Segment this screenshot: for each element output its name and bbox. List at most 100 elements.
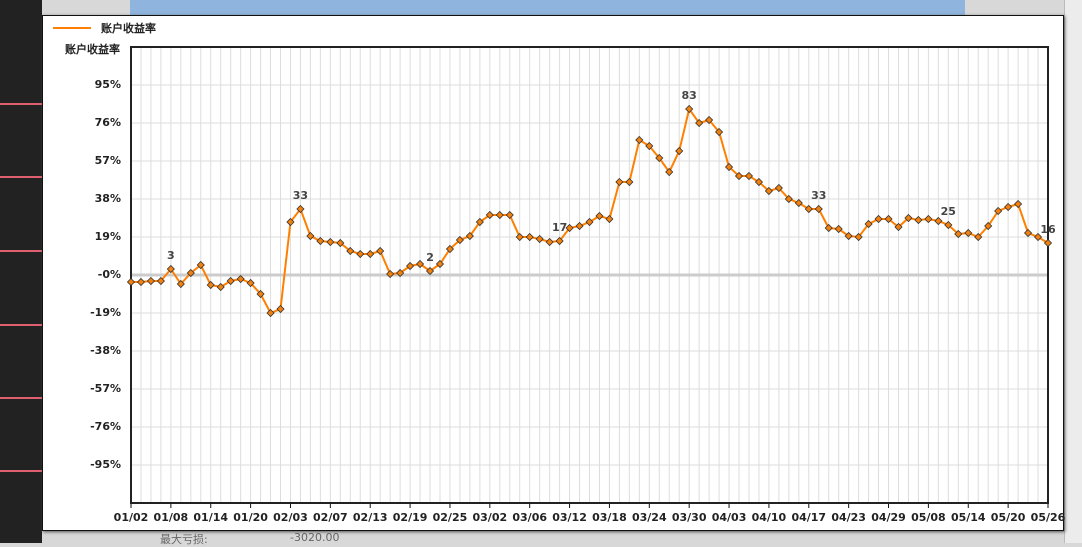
data-label: 2: [426, 251, 434, 264]
y-tick-label: 57%: [95, 154, 121, 167]
data-point: [864, 219, 873, 229]
x-tick-label: 02/25: [433, 511, 468, 524]
x-tick-label: 03/24: [632, 511, 667, 524]
data-point: [964, 228, 973, 238]
data-point: [515, 232, 524, 242]
data-point: [326, 237, 335, 247]
data-point: [615, 177, 624, 187]
data-label: 16: [1040, 223, 1056, 236]
x-tick-label: 01/08: [154, 511, 189, 524]
data-point: [246, 278, 255, 288]
data-point: [645, 141, 654, 151]
x-tick-label: 05/20: [991, 511, 1026, 524]
data-point: [974, 232, 983, 242]
data-point: [1004, 202, 1013, 212]
data-point: [525, 232, 534, 242]
data-point: [685, 104, 694, 114]
data-point: [695, 118, 704, 128]
data-point: [316, 236, 325, 246]
data-point: [505, 210, 514, 220]
data-point: [475, 217, 484, 227]
data-point: [984, 221, 993, 231]
data-point: [764, 186, 773, 196]
data-point: [535, 234, 544, 244]
data-point: [625, 177, 634, 187]
data-label: 25: [941, 205, 956, 218]
x-tick-label: 04/17: [791, 511, 826, 524]
data-point: [1024, 228, 1033, 238]
data-point: [924, 214, 933, 224]
scrollbar: [1064, 0, 1082, 543]
data-point: [744, 171, 754, 181]
data-point: [854, 232, 863, 242]
data-point: [635, 135, 644, 145]
deco-line: [0, 324, 42, 326]
data-point: [166, 264, 175, 274]
data-point: [914, 215, 923, 225]
data-point: [585, 217, 594, 227]
data-point: [575, 221, 584, 231]
x-tick-label: 03/30: [672, 511, 707, 524]
x-tick-label: 04/29: [871, 511, 906, 524]
x-tick-label: 03/18: [592, 511, 627, 524]
data-point: [146, 276, 156, 286]
data-point: [754, 177, 764, 187]
plot-border: [130, 46, 1049, 504]
data-point: [126, 277, 136, 287]
legend-label: 账户收益率: [101, 21, 156, 35]
data-point: [266, 308, 275, 318]
data-point: [884, 214, 893, 224]
data-point: [904, 213, 913, 223]
data-point: [256, 289, 265, 299]
data-point: [495, 210, 504, 220]
data-point: [824, 223, 833, 233]
data-point: [286, 217, 295, 227]
data-point: [774, 183, 783, 193]
data-point: [1043, 238, 1053, 248]
data-point: [376, 246, 385, 256]
data-point: [346, 246, 355, 256]
x-tick-label: 03/02: [473, 511, 508, 524]
data-point: [834, 224, 843, 234]
data-point: [226, 276, 235, 286]
data-point: [874, 214, 883, 224]
data-point: [296, 204, 305, 214]
y-tick-label: -95%: [90, 458, 121, 471]
deco-line: [0, 176, 42, 178]
x-tick-label: 05/08: [911, 511, 946, 524]
data-point: [894, 222, 903, 232]
deco-line: [0, 250, 42, 252]
data-point: [715, 127, 724, 137]
y-tick-label: 38%: [95, 192, 121, 205]
data-point: [565, 223, 574, 233]
data-point: [386, 269, 395, 279]
y-tick-label: 76%: [95, 116, 121, 129]
data-point: [156, 276, 165, 286]
x-tick-label: 03/12: [552, 511, 587, 524]
x-tick-label: 05/26: [1031, 511, 1066, 524]
x-tick-label: 02/19: [393, 511, 428, 524]
data-point: [356, 249, 365, 259]
data-point: [336, 238, 345, 248]
data-point: [236, 274, 245, 284]
data-point: [724, 162, 734, 172]
data-point: [186, 268, 195, 278]
data-label: 3: [167, 249, 175, 262]
y-tick-label: -57%: [90, 382, 121, 395]
data-point: [655, 153, 664, 163]
x-tick-label: 01/02: [114, 511, 149, 524]
y-tick-label: -76%: [90, 420, 121, 433]
deco-line: [0, 103, 42, 105]
data-point: [455, 235, 464, 245]
data-point: [675, 146, 684, 156]
data-point: [844, 231, 853, 241]
data-point: [465, 231, 474, 241]
deco-line: [0, 470, 42, 472]
data-point: [734, 171, 744, 181]
data-point: [425, 266, 435, 276]
data-point: [445, 244, 455, 254]
data-point: [944, 220, 953, 230]
data-point: [435, 259, 445, 269]
